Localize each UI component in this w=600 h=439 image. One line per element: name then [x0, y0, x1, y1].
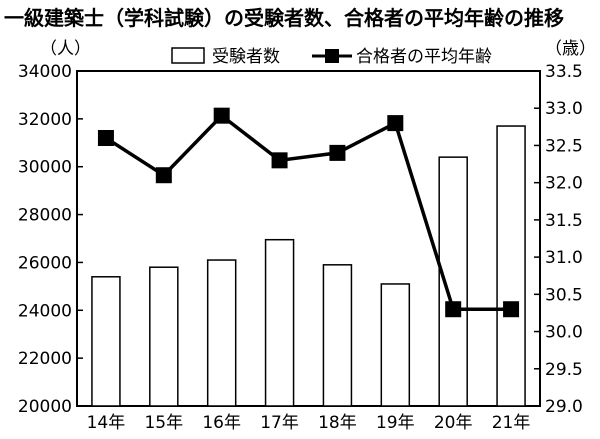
line-point: [503, 301, 520, 318]
x-tick-label: 16年: [202, 413, 241, 433]
left-axis: 20000 22000 24000 26000 28000 30000 32000 34000: [18, 62, 83, 417]
line-point: [271, 152, 288, 169]
left-tick-label: 30000: [18, 158, 72, 178]
bar: [380, 283, 411, 407]
left-tick-label: 26000: [18, 253, 72, 273]
line-series: [97, 107, 520, 318]
right-axis: 29.0 29.5 30.0 30.5 31.0 31.5 32.0 32.5 33.0 33.5: [534, 62, 583, 417]
plot-frame: [76, 70, 541, 407]
legend-bar-label: 受験者数: [212, 47, 280, 67]
left-tick-label: 34000: [18, 62, 72, 82]
right-tick-label: 33.0: [545, 99, 583, 119]
bar: [149, 266, 179, 407]
right-tick-label: 31.5: [545, 211, 583, 231]
line-point: [445, 301, 462, 318]
bar: [496, 125, 526, 407]
bar-series: [91, 125, 526, 407]
bar: [322, 264, 353, 407]
left-tick-label: 24000: [18, 301, 72, 321]
legend-line-marker: [325, 49, 339, 63]
x-tick-label: 15年: [144, 413, 183, 433]
x-tick-label: 21年: [492, 413, 531, 433]
bar: [264, 238, 295, 407]
line-point: [155, 167, 172, 184]
right-tick-label: 33.5: [545, 62, 583, 82]
legend: 受験者数 合格者の平均年齢: [171, 47, 492, 67]
x-tick-label: 14年: [87, 413, 126, 433]
x-tick-label: 17年: [260, 413, 299, 433]
line-point: [387, 115, 404, 132]
chart-title: 一級建築士（学科試験）の受験者数、合格者の平均年齢の推移: [4, 6, 564, 30]
x-tick-label: 19年: [376, 413, 415, 433]
right-axis-unit: （歳）: [545, 39, 596, 59]
right-tick-label: 30.5: [545, 285, 583, 305]
legend-bar-swatch: [171, 47, 205, 64]
right-tick-label: 29.5: [545, 360, 583, 380]
bar: [206, 259, 237, 407]
line-point: [213, 107, 230, 124]
left-tick-label: 20000: [18, 397, 72, 417]
right-tick-label: 32.0: [545, 174, 583, 194]
left-tick-label: 22000: [18, 349, 72, 369]
x-tick-label: 20年: [434, 413, 473, 433]
left-axis-unit: （人）: [40, 39, 91, 59]
x-tick-label: 18年: [318, 413, 357, 433]
line-point: [97, 130, 114, 146]
bar: [91, 276, 121, 407]
legend-line-label: 合格者の平均年齢: [356, 47, 492, 67]
left-tick-label: 32000: [18, 110, 72, 130]
line-point: [329, 144, 346, 161]
line-path: [104, 113, 512, 311]
right-tick-label: 31.0: [545, 248, 583, 268]
left-tick-label: 28000: [18, 206, 72, 226]
x-axis: 14年 15年 16年 17年 18年 19年 20年 21年: [87, 413, 531, 433]
right-tick-label: 32.5: [545, 136, 583, 156]
right-tick-label: 30.0: [545, 323, 583, 343]
right-tick-label: 29.0: [545, 397, 583, 417]
